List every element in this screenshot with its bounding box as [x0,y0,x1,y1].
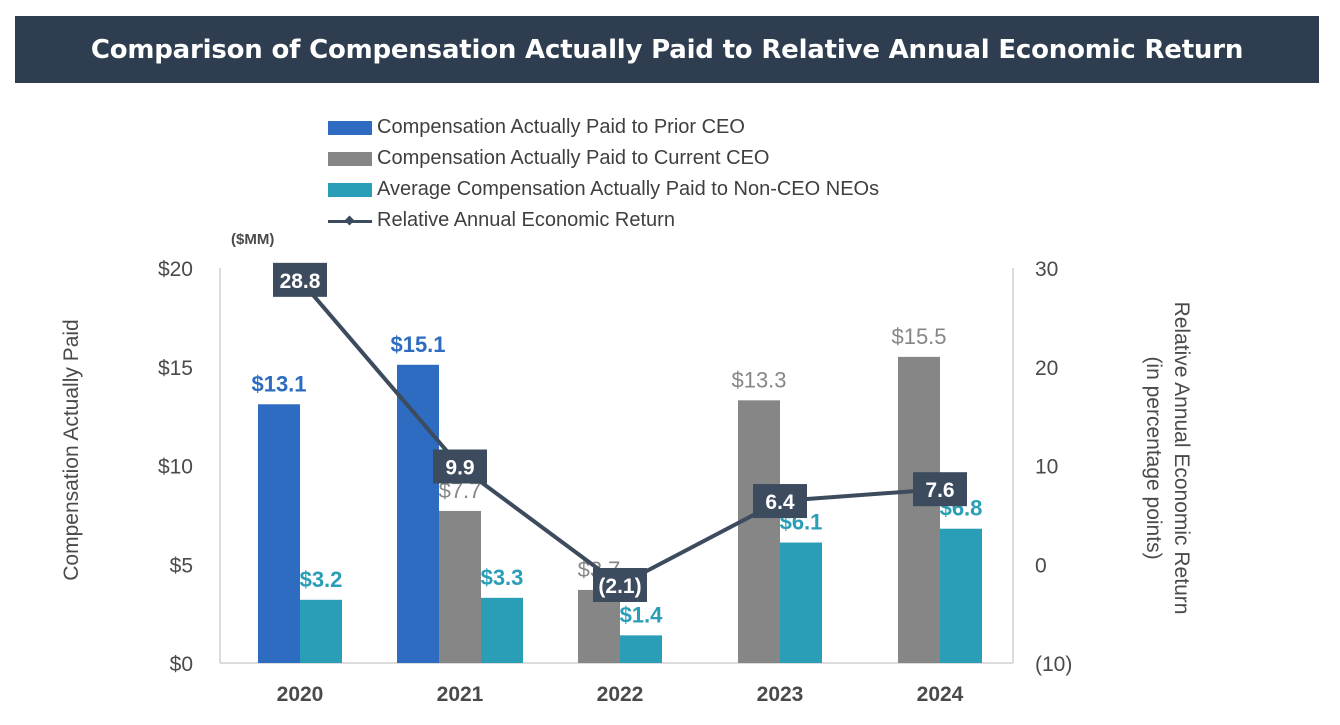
line-data-label: 6.4 [765,491,795,514]
bar-2022-2 [620,635,662,663]
bar-data-label: $15.1 [390,332,445,357]
legend: Compensation Actually Paid to Prior CEO … [328,112,879,236]
bar-2021-1 [439,510,481,663]
legend-swatch-prior-ceo [328,120,372,135]
x-tick-label: 2020 [277,683,324,706]
legend-item-economic-return: Relative Annual Economic Return [328,205,879,236]
bar-data-label: $3.3 [481,565,524,590]
x-tick-label: 2022 [597,683,644,706]
bar-2021-0 [397,364,439,663]
y2-tick-label: (10) [1035,653,1072,676]
chart-title: Comparison of Compensation Actually Paid… [90,34,1244,65]
y2-tick-label: 20 [1035,357,1058,380]
x-tick-label: 2023 [757,683,804,706]
line-data-label: (2.1) [598,575,641,598]
economic-return-line [298,278,941,587]
line-point-marker [753,484,807,519]
y-tick-label: $10 [158,456,193,479]
y2-tick-label: 10 [1035,456,1058,479]
bar-data-label: $13.3 [731,367,786,392]
legend-swatch-economic-return [328,214,372,228]
line-data-label: 9.9 [445,456,474,479]
y-tick-label: $15 [158,357,193,380]
line-point-marker [593,567,647,602]
bar-data-label: $15.5 [891,324,946,349]
y-tick-label: $0 [170,653,193,676]
line-point-marker [273,262,327,297]
line-point-marker [913,472,967,507]
legend-label-non-ceo-neos: Average Compensation Actually Paid to No… [377,178,880,200]
bar-2020-2 [300,599,342,663]
legend-label-economic-return: Relative Annual Economic Return [377,209,675,231]
bar-2021-2 [481,597,523,663]
x-tick-label: 2024 [917,683,964,706]
y-axis-title: Compensation Actually Paid [60,319,83,581]
legend-swatch-non-ceo-neos [328,182,372,197]
bar-2023-1 [738,400,780,663]
bar-2020-0 [258,404,300,663]
bar-data-label: $1.4 [620,602,664,627]
y-tick-label: $5 [170,554,193,577]
legend-item-non-ceo-neos: Average Compensation Actually Paid to No… [328,174,879,205]
legend-swatch-current-ceo [328,151,372,166]
legend-item-prior-ceo: Compensation Actually Paid to Prior CEO [328,112,879,143]
bar-data-label: $13.1 [251,371,306,396]
unit-note: ($MM) [231,231,274,248]
x-tick-label: 2021 [437,683,484,706]
y2-axis-title-line1: Relative Annual Economic Return [1170,302,1193,615]
y2-tick-label: 30 [1035,258,1058,281]
bar-data-label: $3.2 [300,567,343,592]
title-bar: Comparison of Compensation Actually Paid… [15,16,1319,83]
y-tick-label: $20 [158,258,193,281]
legend-label-prior-ceo: Compensation Actually Paid to Prior CEO [377,116,745,138]
bar-2022-1 [578,589,620,663]
legend-item-current-ceo: Compensation Actually Paid to Current CE… [328,143,879,174]
y2-axis-title-line2: (in percentage points) [1142,356,1165,559]
y2-tick-label: 0 [1035,554,1047,577]
legend-label-current-ceo: Compensation Actually Paid to Current CE… [377,147,770,169]
line-data-label: 7.6 [925,479,954,502]
line-data-label: 28.8 [280,270,321,293]
line-point-marker [433,449,487,484]
bar-2024-1 [898,356,940,663]
bar-2023-2 [780,542,822,663]
bar-2024-2 [940,528,982,663]
